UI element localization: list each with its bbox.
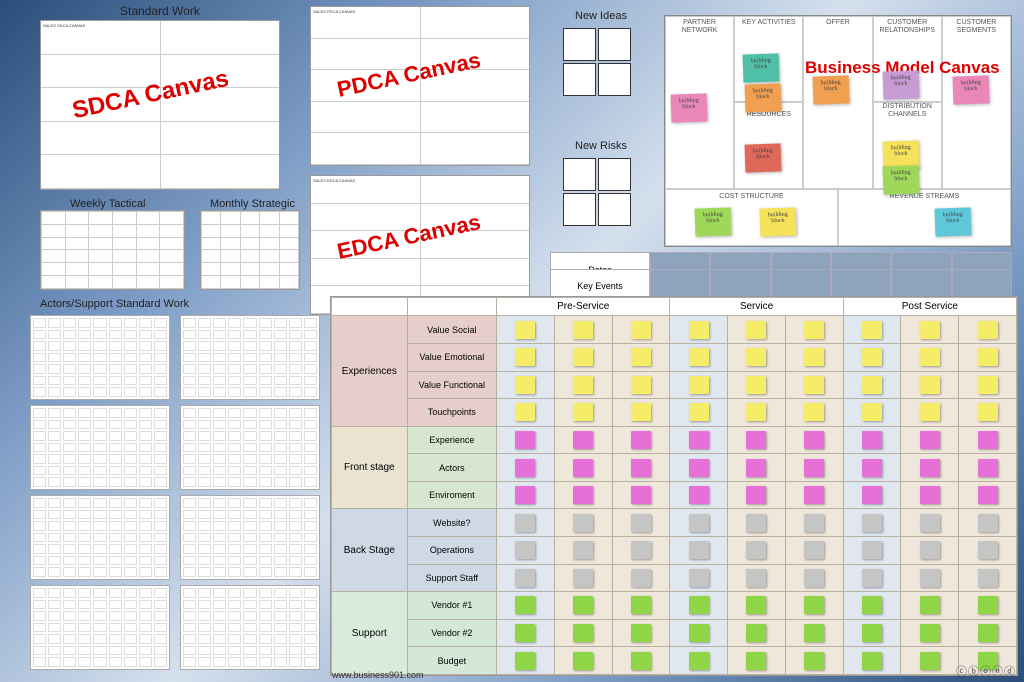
- service-blueprint-matrix: Pre-ServiceServicePost ServiceExperience…: [330, 296, 1018, 676]
- weekly-label: Weekly Tactical: [70, 198, 145, 210]
- bmc-sticky: building block: [745, 143, 782, 172]
- new-ideas-label: New Ideas: [575, 10, 627, 22]
- monthly-label: Monthly Strategic: [210, 198, 295, 210]
- bmc-sticky: building block: [813, 75, 850, 104]
- bmc-hdr-partner: PARTNER NETWORK: [672, 19, 727, 34]
- new-ideas-quad: [563, 28, 631, 96]
- bmc-sticky: building block: [883, 165, 920, 194]
- sdca-canvas: SALES SDCA CANVAS SDCA Canvas: [40, 20, 280, 190]
- bmc-sticky: building block: [745, 83, 782, 112]
- bmc-hdr-chan: DISTRIBUTION CHANNELS: [880, 103, 935, 118]
- pdca-canvas: SALES PDCA CANVAS PDCA Canvas: [310, 6, 530, 166]
- mini-sheet-8: [180, 585, 320, 670]
- mini-sheet-5: [30, 495, 170, 580]
- bmc-sticky: building block: [760, 207, 797, 236]
- mini-sheet-4: [180, 405, 320, 490]
- cc-icons: ⓒⓑⓞⓝⓓ: [956, 663, 1016, 679]
- footer-url: www.business901.com: [332, 670, 424, 680]
- bmc-hdr-rev: REVENUE STREAMS: [886, 193, 962, 201]
- edca-canvas: SALES EDCA CANVAS EDCA Canvas: [310, 175, 530, 315]
- mini-sheet-3: [30, 405, 170, 490]
- mini-sheet-2: [180, 315, 320, 400]
- bmc-sticky: building block: [671, 93, 708, 122]
- bmc-hdr-activities: KEY ACTIVITIES: [741, 19, 796, 27]
- bmc-sticky: building block: [883, 70, 920, 99]
- bmc-sticky: building block: [743, 53, 780, 82]
- bmc-sticky: building block: [953, 75, 990, 104]
- bmc-sticky: building block: [695, 207, 732, 236]
- bmc-hdr-cost: COST STRUCTURE: [713, 193, 789, 201]
- bmc-hdr-seg: CUSTOMER SEGMENTS: [949, 19, 1004, 34]
- mini-sheet-6: [180, 495, 320, 580]
- mini-sheet-1: [30, 315, 170, 400]
- monthly-strategic-sheet: [200, 210, 300, 290]
- bmc-hdr-rel: CUSTOMER RELATIONSHIPS: [880, 19, 935, 34]
- mini-sheet-7: [30, 585, 170, 670]
- weekly-tactical-sheet: [40, 210, 185, 290]
- new-risks-quad: [563, 158, 631, 226]
- actors-support-label: Actors/Support Standard Work: [40, 298, 189, 310]
- bmc-sticky: building block: [935, 207, 972, 236]
- standard-work-label: Standard Work: [120, 4, 200, 18]
- business-model-canvas: PARTNER NETWORK KEY ACTIVITIES OFFER CUS…: [664, 15, 1012, 247]
- new-risks-label: New Risks: [575, 140, 627, 152]
- bmc-hdr-offer: OFFER: [810, 19, 865, 27]
